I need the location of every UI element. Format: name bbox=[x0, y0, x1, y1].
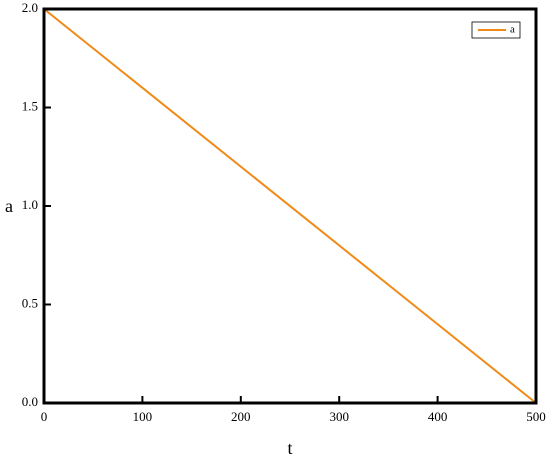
x-axis-title: t bbox=[287, 438, 292, 458]
y-tick-label: 2.0 bbox=[22, 0, 38, 15]
y-tick-label: 0.0 bbox=[22, 394, 38, 409]
x-tick-label: 200 bbox=[231, 409, 251, 424]
x-tick-label: 0 bbox=[41, 409, 48, 424]
line-series bbox=[43, 8, 537, 404]
legend-label: a bbox=[510, 24, 515, 36]
y-tick-label: 1.0 bbox=[22, 197, 38, 212]
x-tick-label: 400 bbox=[428, 409, 448, 424]
x-tick-label: 500 bbox=[526, 409, 546, 424]
y-axis-title: a bbox=[5, 196, 13, 216]
x-tick-label: 300 bbox=[329, 409, 349, 424]
y-tick-label: 1.5 bbox=[22, 98, 38, 113]
y-tick-label: 0.5 bbox=[22, 295, 38, 310]
x-tick-label: 100 bbox=[133, 409, 153, 424]
plot-frame bbox=[42, 7, 538, 405]
